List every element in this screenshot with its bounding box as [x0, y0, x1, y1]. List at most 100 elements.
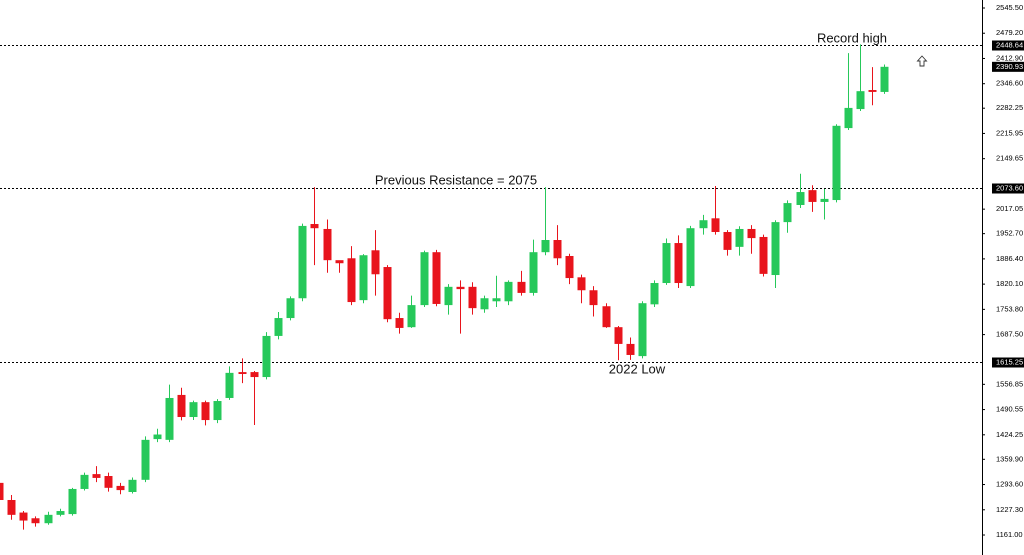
candle-body: [747, 228, 756, 239]
candle-body: [225, 372, 234, 398]
candle-body: [420, 252, 429, 306]
candle-body: [577, 277, 586, 291]
candle-body: [771, 222, 780, 276]
last-price-label: 2390.93: [996, 62, 1023, 71]
candle-body: [104, 476, 113, 488]
y-tick-label: 2017.05: [996, 204, 1023, 213]
candle-body: [92, 474, 101, 478]
y-tick-label: 1886.40: [996, 254, 1023, 263]
candle-body: [796, 192, 805, 205]
y-tick-label: 2149.65: [996, 154, 1023, 163]
candle-body: [0, 482, 4, 500]
level-tag-label: 1615.25: [996, 357, 1023, 366]
candle-body: [116, 485, 125, 491]
candle-body: [201, 402, 210, 421]
annotation: 2022 Low: [609, 361, 666, 376]
candle-body: [468, 286, 477, 309]
y-tick-label: 1359.90: [996, 454, 1023, 463]
candle-body: [395, 318, 404, 328]
candle-body: [56, 511, 65, 515]
y-tick-label: 1490.55: [996, 405, 1023, 414]
candle-body: [844, 107, 853, 129]
y-tick-label: 2215.95: [996, 128, 1023, 137]
candle-body: [7, 499, 16, 515]
candle-body: [783, 203, 792, 223]
candle-body: [638, 303, 647, 357]
candle-body: [177, 394, 186, 418]
candle-body: [650, 283, 659, 305]
candle-body: [335, 260, 344, 264]
candle-body: [517, 281, 526, 293]
candle-body: [19, 512, 28, 521]
candle-body: [323, 228, 332, 261]
candle-body: [699, 220, 708, 229]
candle-body: [492, 298, 501, 302]
candle-body: [80, 474, 89, 489]
y-tick-label: 2346.60: [996, 79, 1023, 88]
candle-body: [602, 306, 611, 328]
candle-body: [432, 252, 441, 304]
candle-body: [286, 298, 295, 319]
candle-body: [880, 66, 889, 92]
candle-body: [626, 343, 635, 355]
candle-body: [31, 518, 40, 524]
candle-body: [250, 372, 259, 378]
candle-body: [808, 190, 817, 202]
y-tick-label: 2412.90: [996, 53, 1023, 62]
candle-body: [383, 267, 392, 320]
level-tag: [992, 183, 1024, 194]
candle-body: [735, 228, 744, 247]
y-tick-label: 1293.60: [996, 480, 1023, 489]
y-tick-label: 1952.70: [996, 229, 1023, 238]
candle-body: [759, 236, 768, 274]
candle-body: [407, 305, 416, 328]
candle-body: [565, 255, 574, 279]
candle-body: [238, 372, 247, 374]
level-tag: [992, 357, 1024, 368]
annotation: Record high: [817, 30, 887, 45]
y-tick-label: 2479.20: [996, 28, 1023, 37]
candle-body: [868, 90, 877, 92]
candle-body: [153, 434, 162, 440]
candle-body: [444, 286, 453, 306]
annotation: Previous Resistance = 2075: [375, 172, 537, 187]
candle-body: [541, 240, 550, 253]
y-tick-label: 1687.50: [996, 330, 1023, 339]
candle-body: [274, 318, 283, 336]
candle-body: [480, 298, 489, 310]
candle-body: [456, 286, 465, 290]
candle-body: [189, 402, 198, 418]
y-tick-label: 1424.25: [996, 430, 1023, 439]
y-tick-label: 1556.85: [996, 379, 1023, 388]
arrow-icon: [916, 55, 928, 67]
y-tick-label: 1161.00: [996, 530, 1023, 539]
candle-body: [347, 258, 356, 303]
candle-body: [213, 401, 222, 421]
candle-body: [589, 290, 598, 306]
candle-body: [686, 228, 695, 287]
candle-body: [298, 225, 307, 299]
level-tag: [992, 40, 1024, 51]
candle-body: [529, 252, 538, 293]
level-tag-label: 2073.60: [996, 183, 1023, 192]
candle-body: [723, 232, 732, 250]
candle-body: [310, 224, 319, 229]
candle-body: [44, 514, 53, 524]
candle-body: [711, 218, 720, 233]
candle-body: [359, 255, 368, 301]
candle-body: [674, 243, 683, 284]
level-tag-label: 2448.64: [996, 40, 1023, 49]
candle-body: [820, 198, 829, 202]
candle-body: [553, 240, 562, 259]
last-price-tag: [992, 61, 1024, 72]
y-tick-label: 1227.30: [996, 505, 1023, 514]
candle-body: [856, 91, 865, 110]
y-tick-label: 1820.10: [996, 279, 1023, 288]
candle-body: [262, 335, 271, 378]
candle-body: [165, 397, 174, 440]
y-tick-label: 2282.25: [996, 103, 1023, 112]
y-tick-label: 2545.50: [996, 3, 1023, 12]
candle-body: [371, 250, 380, 275]
